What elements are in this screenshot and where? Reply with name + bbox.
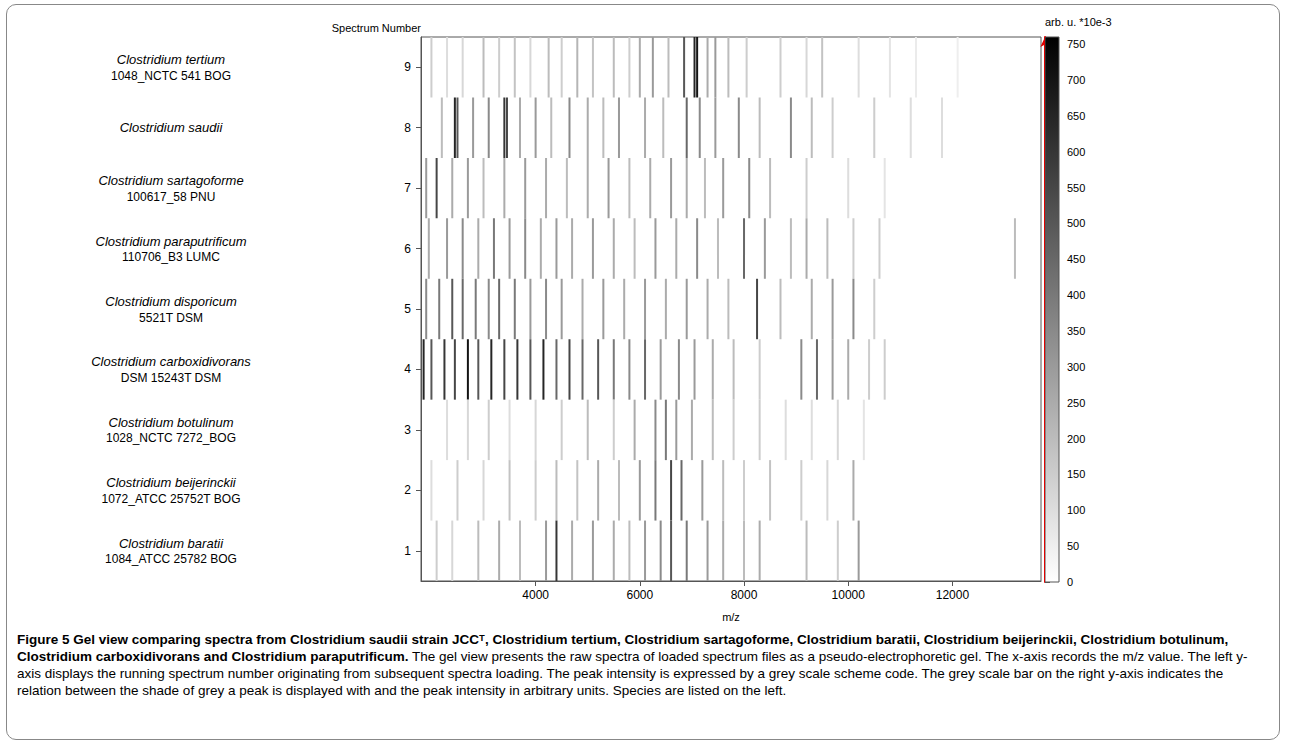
svg-text:m/z: m/z (722, 611, 740, 623)
svg-text:4000: 4000 (522, 588, 549, 602)
svg-text:50: 50 (1067, 540, 1079, 552)
svg-text:Clostridium sartagoforme: Clostridium sartagoforme (98, 173, 243, 188)
svg-text:Clostridium paraputrificum: Clostridium paraputrificum (96, 234, 247, 249)
svg-text:2: 2 (404, 483, 411, 497)
svg-text:100: 100 (1067, 504, 1085, 516)
svg-text:350: 350 (1067, 325, 1085, 337)
svg-text:7: 7 (404, 181, 411, 195)
svg-text:150: 150 (1067, 468, 1085, 480)
svg-text:12000: 12000 (936, 588, 970, 602)
svg-text:9: 9 (404, 60, 411, 74)
svg-text:1028_NCTC 7272_BOG: 1028_NCTC 7272_BOG (106, 431, 236, 445)
svg-text:650: 650 (1067, 110, 1085, 122)
svg-text:750: 750 (1067, 38, 1085, 50)
svg-text:250: 250 (1067, 397, 1085, 409)
svg-text:4: 4 (404, 362, 411, 376)
svg-text:100617_58 PNU: 100617_58 PNU (127, 190, 216, 204)
svg-text:arb. u. *10e-3: arb. u. *10e-3 (1045, 16, 1112, 28)
svg-text:1048_NCTC 541 BOG: 1048_NCTC 541 BOG (111, 69, 231, 83)
svg-text:600: 600 (1067, 146, 1085, 158)
svg-text:1: 1 (404, 544, 411, 558)
svg-text:1072_ATCC 25752T BOG: 1072_ATCC 25752T BOG (102, 492, 241, 506)
svg-text:550: 550 (1067, 182, 1085, 194)
svg-text:110706_B3 LUMC: 110706_B3 LUMC (122, 250, 220, 264)
svg-text:500: 500 (1067, 217, 1085, 229)
svg-text:Clostridium tertium: Clostridium tertium (117, 52, 226, 67)
svg-text:DSM 15243T DSM: DSM 15243T DSM (121, 371, 221, 385)
svg-text:Clostridium carboxidivorans: Clostridium carboxidivorans (91, 354, 251, 369)
svg-text:6: 6 (404, 242, 411, 256)
svg-text:8000: 8000 (731, 588, 758, 602)
svg-text:0: 0 (1067, 576, 1073, 588)
svg-text:8: 8 (404, 121, 411, 135)
svg-text:450: 450 (1067, 253, 1085, 265)
svg-text:Spectrum Number: Spectrum Number (332, 22, 422, 34)
svg-text:Clostridium saudii: Clostridium saudii (120, 120, 224, 135)
svg-text:Clostridium baratii: Clostridium baratii (119, 536, 224, 551)
svg-text:6000: 6000 (626, 588, 653, 602)
svg-text:300: 300 (1067, 361, 1085, 373)
svg-text:1084_ATCC 25782 BOG: 1084_ATCC 25782 BOG (105, 552, 237, 566)
svg-text:Clostridium beijerinckii: Clostridium beijerinckii (106, 475, 236, 490)
svg-text:5: 5 (404, 302, 411, 316)
svg-text:200: 200 (1067, 433, 1085, 445)
svg-text:400: 400 (1067, 289, 1085, 301)
svg-text:10000: 10000 (832, 588, 866, 602)
svg-text:700: 700 (1067, 74, 1085, 86)
svg-text:3: 3 (404, 423, 411, 437)
svg-text:Clostridium disporicum: Clostridium disporicum (105, 294, 237, 309)
svg-text:5521T DSM: 5521T DSM (139, 311, 203, 325)
html-text:Figure 5 Gel view comparing sp: Figure 5 Gel view comparing spectra from… (17, 632, 1248, 698)
svg-text:Clostridium botulinum: Clostridium botulinum (109, 415, 234, 430)
